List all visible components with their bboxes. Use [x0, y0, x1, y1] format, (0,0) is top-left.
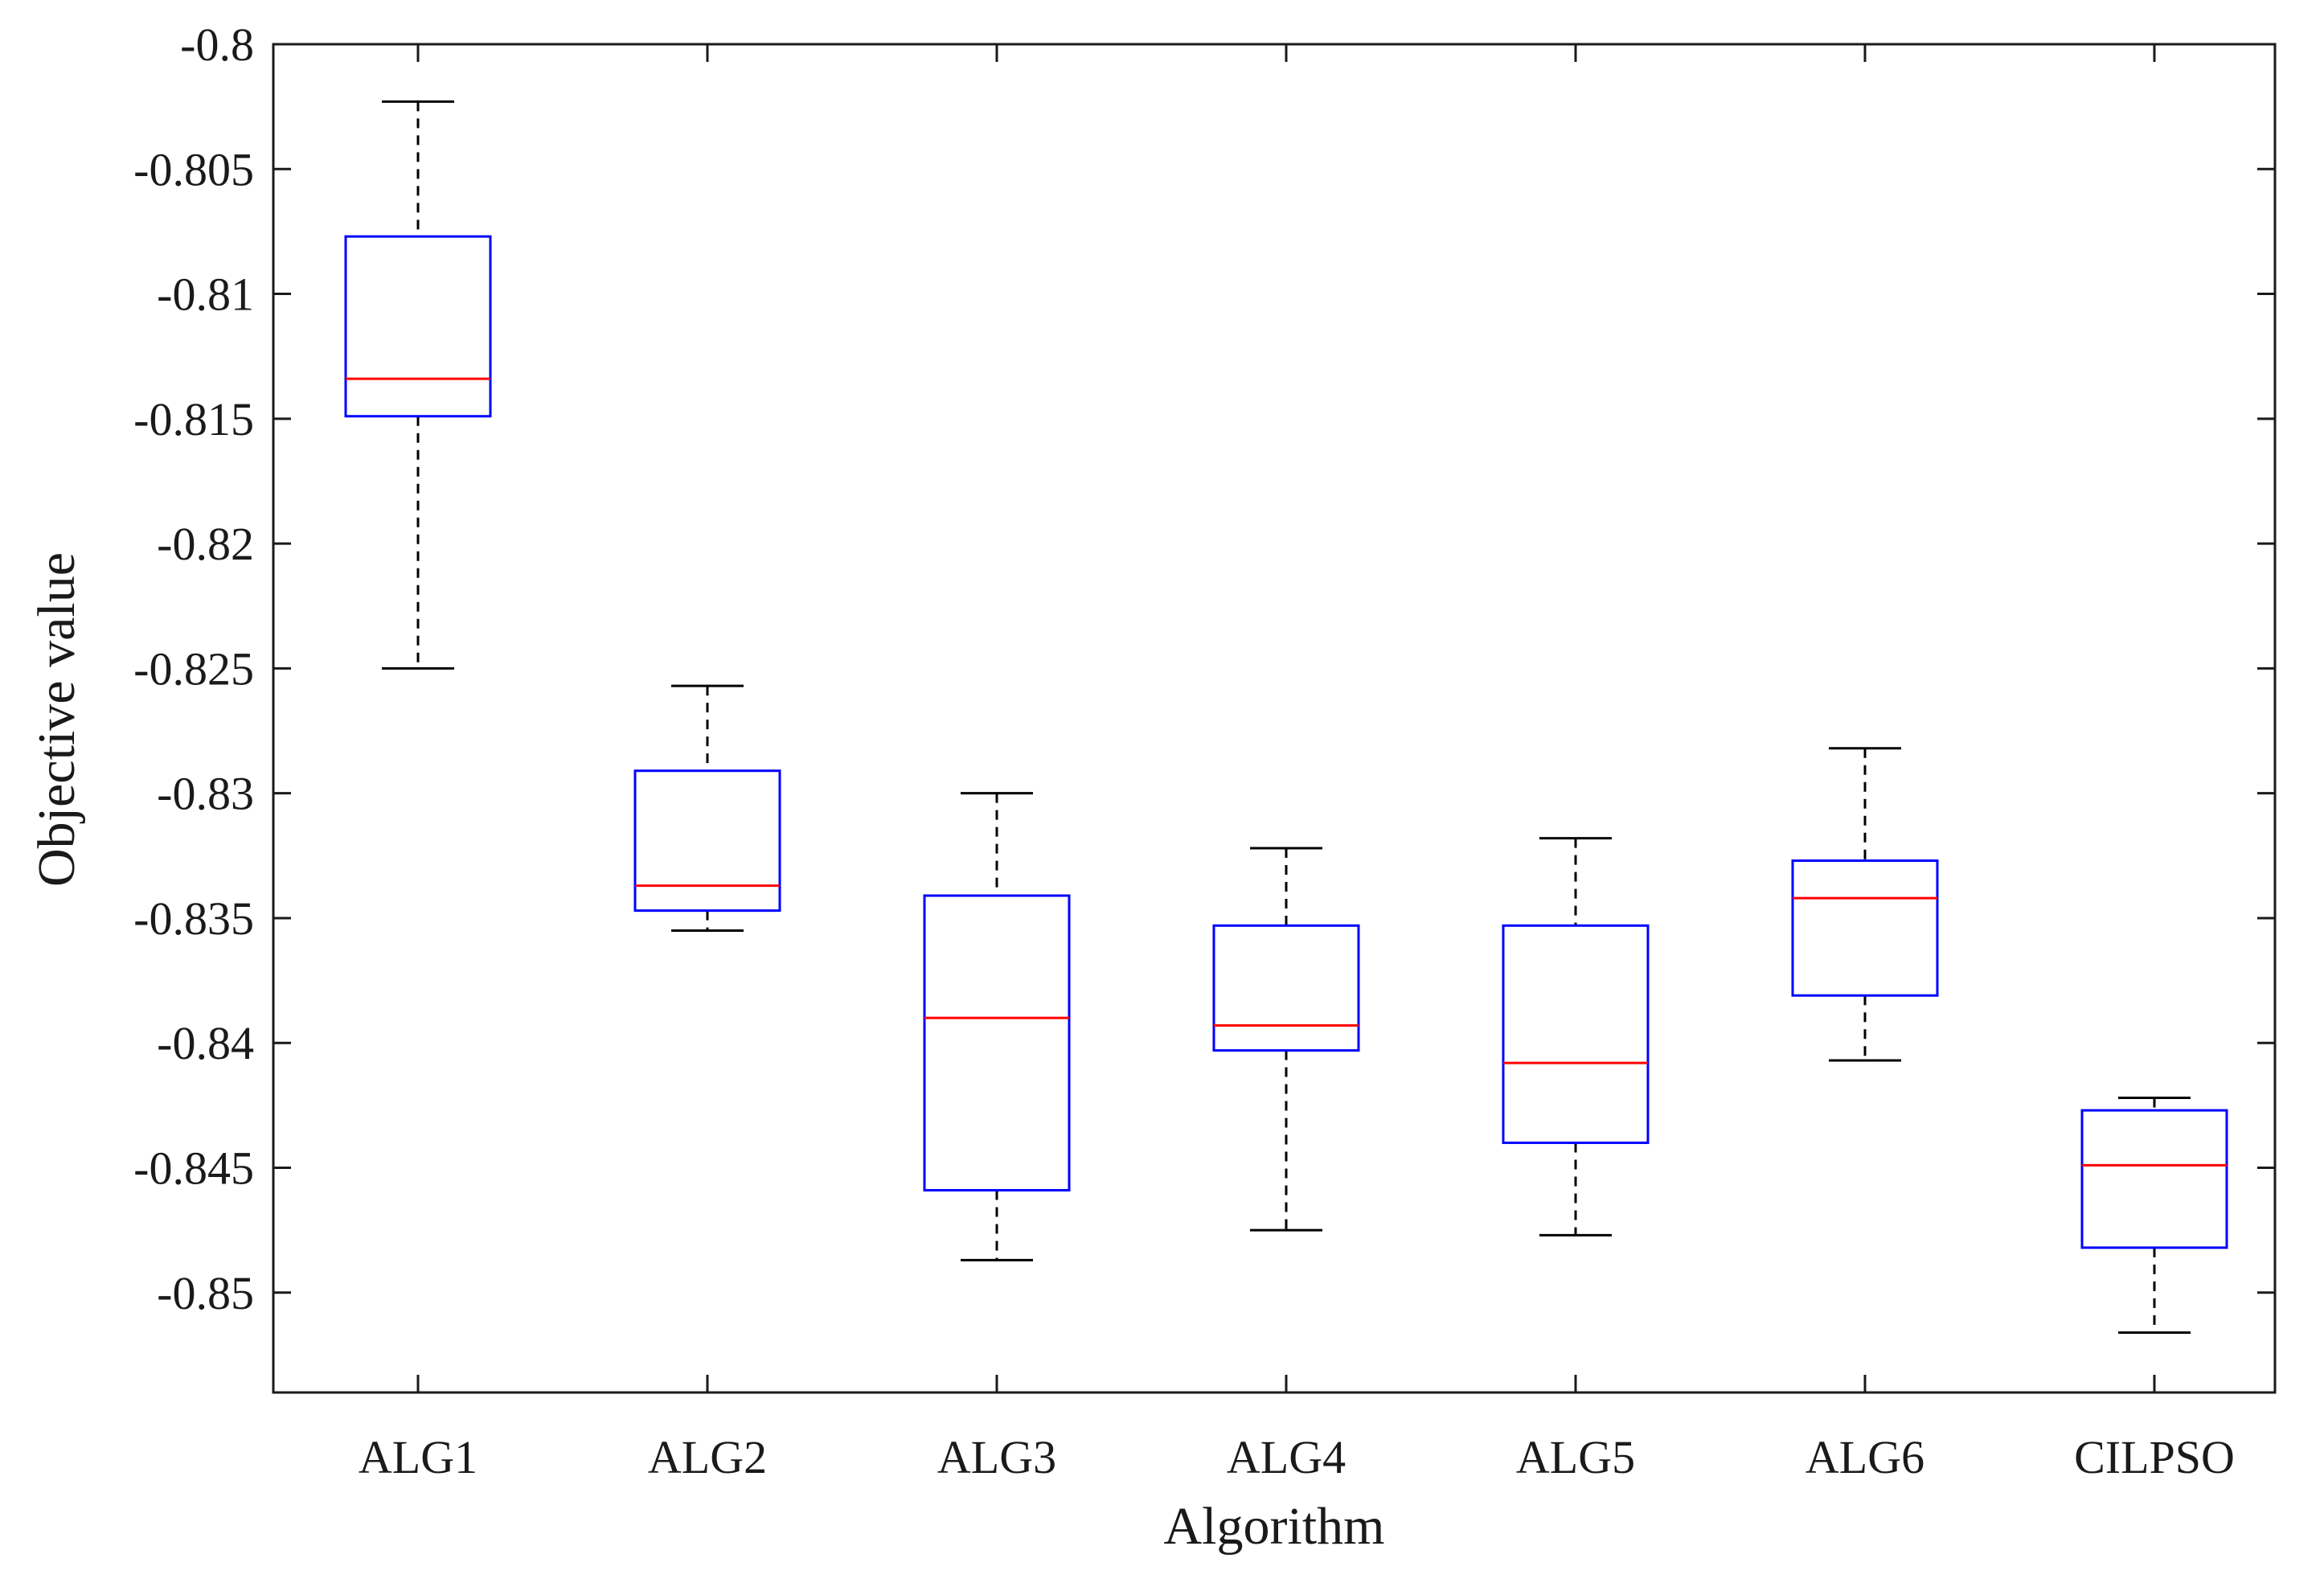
x-tick-label: ALG5 [1516, 1431, 1635, 1483]
y-tick-label: -0.85 [157, 1267, 254, 1319]
x-axis-title: Algorithm [1164, 1497, 1385, 1556]
interquartile-box [2080, 1109, 2228, 1249]
interquartile-box [344, 235, 492, 418]
x-tick-label: ALG1 [359, 1431, 478, 1483]
box-alg1 [344, 100, 492, 670]
y-tick-label: -0.82 [157, 518, 254, 570]
interquartile-box [1502, 924, 1650, 1144]
y-tick-label: -0.845 [133, 1142, 254, 1195]
boxes-layer [344, 100, 2228, 1334]
box-alg6 [1791, 747, 1939, 1062]
y-tick-label: -0.83 [157, 768, 254, 820]
y-axis-title: Objective value [27, 552, 86, 887]
box-alg5 [1502, 837, 1650, 1237]
x-tick-label: CILPSO [2074, 1431, 2235, 1483]
x-tick-label: ALG4 [1227, 1431, 1346, 1483]
x-tick-label: ALG3 [937, 1431, 1056, 1483]
y-tick-label: -0.835 [133, 892, 254, 945]
y-tick-label: -0.8 [180, 18, 254, 71]
y-tick-label: -0.815 [133, 393, 254, 445]
interquartile-box [1791, 859, 1939, 997]
interquartile-box [633, 769, 781, 913]
box-alg4 [1212, 847, 1360, 1232]
plot-area-frame [272, 43, 2277, 1394]
box-alg2 [633, 684, 781, 932]
box-cilpso [2080, 1097, 2228, 1334]
box-alg3 [923, 792, 1071, 1261]
y-axis: -0.8 -0.805 -0.81 -0.815 -0.82 -0.825 -0.83 -0.… [133, 18, 2275, 1319]
y-tick-label: -0.84 [157, 1017, 254, 1069]
x-tick-label: ALG2 [648, 1431, 767, 1483]
y-tick-label: -0.825 [133, 642, 254, 695]
x-tick-label: ALG6 [1806, 1431, 1924, 1483]
y-tick-label: -0.805 [133, 143, 254, 195]
x-axis: ALG1 ALG2 ALG3 ALG4 ALG5 ALG6 CILPSO [359, 44, 2235, 1483]
y-tick-label: -0.81 [157, 269, 254, 321]
interquartile-box [923, 894, 1071, 1191]
interquartile-box [1212, 924, 1360, 1052]
